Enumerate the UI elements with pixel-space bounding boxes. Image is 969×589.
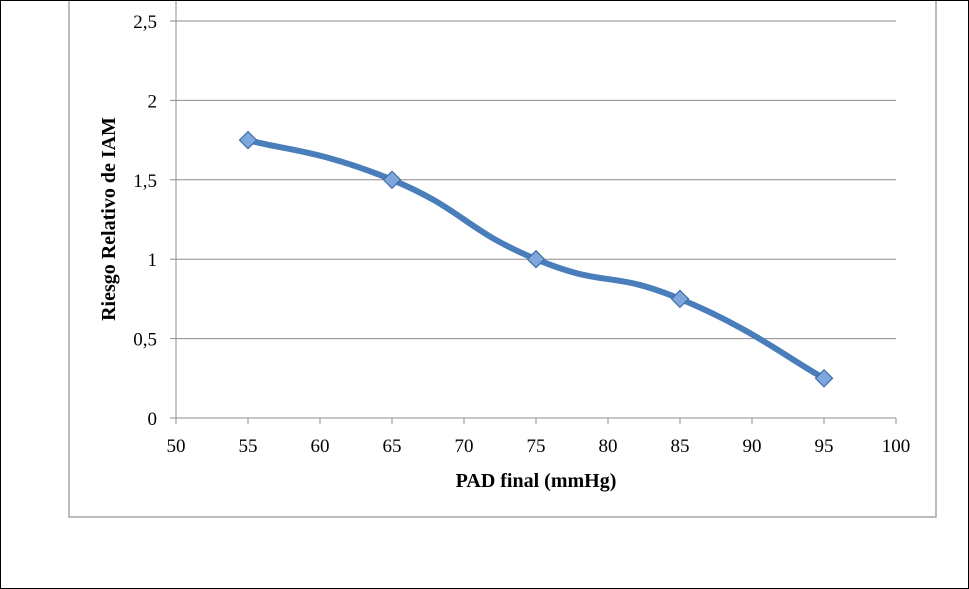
data-point-marker [814,368,834,388]
data-point-marker [382,170,402,190]
data-point-marker [670,289,690,309]
x-tick-label: 95 [815,436,834,457]
y-tick-label: 2,5 [133,12,157,33]
x-tick-label: 60 [311,436,330,457]
x-tick-label: 75 [527,436,546,457]
y-tick-label: 1,5 [133,171,157,192]
y-tick-label: 2 [148,91,158,112]
y-tick-label: 0 [148,409,158,430]
x-tick-label: 85 [671,436,690,457]
x-axis-title: PAD final (mmHg) [456,470,617,492]
x-tick-label: 80 [599,436,618,457]
x-tick-label: 55 [239,436,258,457]
x-tick-label: 65 [383,436,402,457]
x-tick-label: 90 [743,436,762,457]
y-tick-label: 0,5 [133,330,157,351]
y-axis-title: Riesgo Relativo de IAM [98,117,120,321]
data-point-marker [238,130,258,150]
x-tick-label: 50 [167,436,186,457]
y-tick-label: 1 [148,250,158,271]
chart-area-border [68,1,937,518]
data-point-marker [526,249,546,269]
x-tick-label: 70 [455,436,474,457]
x-tick-label: 100 [882,436,911,457]
